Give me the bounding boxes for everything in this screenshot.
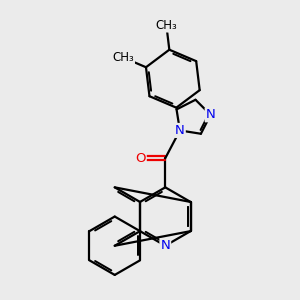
Text: CH₃: CH₃ [112, 51, 134, 64]
Text: CH₃: CH₃ [155, 19, 177, 32]
Text: O: O [135, 152, 146, 165]
Text: N: N [175, 124, 185, 137]
Text: N: N [160, 239, 170, 252]
Text: N: N [206, 108, 215, 121]
